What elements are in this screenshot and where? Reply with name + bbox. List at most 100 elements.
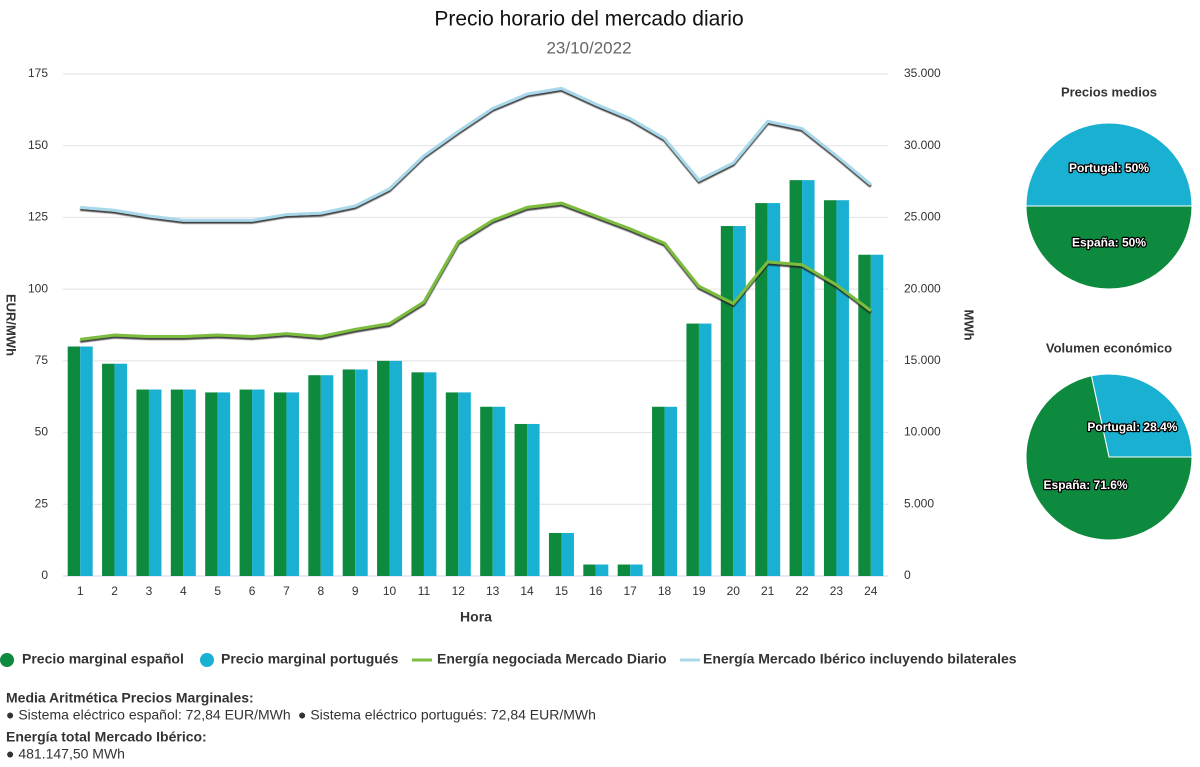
bar bbox=[286, 392, 299, 576]
bar bbox=[102, 363, 115, 576]
x-tick-label: 9 bbox=[352, 584, 359, 598]
x-tick-label: 10 bbox=[383, 584, 397, 598]
bar bbox=[823, 200, 837, 576]
pie-label: Portugal: 50% bbox=[1069, 161, 1149, 175]
line bbox=[80, 201, 872, 341]
y-tick-label: 75 bbox=[35, 353, 49, 367]
bar bbox=[720, 226, 734, 576]
bar bbox=[205, 392, 218, 576]
pie-title: Volumen económico bbox=[1046, 340, 1172, 355]
legend-marker bbox=[0, 653, 14, 667]
bar bbox=[767, 203, 781, 577]
bar bbox=[561, 532, 574, 576]
summary-heading: Media Aritmética Precios Marginales: bbox=[6, 690, 254, 706]
pie-label: Portugal: 28.4% bbox=[1087, 420, 1177, 434]
bar bbox=[355, 369, 368, 576]
y-axis-title: EUR/MWh bbox=[4, 294, 19, 356]
bar bbox=[320, 375, 334, 576]
y-tick-label: 50 bbox=[35, 425, 49, 439]
x-tick-label: 12 bbox=[452, 584, 466, 598]
y-tick-label: 125 bbox=[28, 210, 48, 224]
x-tick-label: 19 bbox=[692, 584, 706, 598]
x-tick-label: 13 bbox=[486, 584, 500, 598]
bar bbox=[80, 346, 93, 576]
bar bbox=[617, 564, 631, 576]
bar bbox=[217, 392, 231, 576]
bar bbox=[308, 375, 321, 576]
bar bbox=[664, 406, 678, 576]
x-tick-label: 17 bbox=[624, 584, 638, 598]
bar bbox=[755, 203, 768, 577]
chart-subtitle: 23/10/2022 bbox=[546, 38, 631, 57]
pie-label: España: 50% bbox=[1072, 236, 1146, 250]
bar bbox=[802, 180, 815, 576]
y2-tick-label: 25.000 bbox=[904, 210, 941, 224]
bar bbox=[136, 389, 149, 576]
summary-item: ● Sistema eléctrico español: 72,84 EUR/M… bbox=[6, 707, 291, 723]
y2-tick-label: 20.000 bbox=[904, 281, 941, 295]
chart-title: Precio horario del mercado diario bbox=[434, 8, 743, 31]
bar bbox=[492, 406, 506, 576]
x-tick-label: 4 bbox=[180, 584, 187, 598]
bar bbox=[480, 406, 493, 576]
pie-slice bbox=[1025, 375, 1193, 541]
pie-slice bbox=[1090, 373, 1193, 458]
bar bbox=[273, 392, 287, 576]
y2-tick-label: 0 bbox=[904, 568, 911, 582]
bar bbox=[239, 389, 253, 576]
pie-slice bbox=[1025, 122, 1193, 207]
bar bbox=[686, 323, 699, 576]
pie-label: España: 71.6% bbox=[1044, 478, 1128, 492]
legend-label: Energía negociada Mercado Diario bbox=[437, 651, 667, 667]
bar bbox=[377, 360, 390, 576]
x-tick-label: 14 bbox=[520, 584, 534, 598]
bar bbox=[630, 564, 643, 576]
bar bbox=[514, 423, 528, 576]
bar bbox=[67, 346, 81, 576]
x-tick-label: 8 bbox=[317, 584, 324, 598]
summary-heading: Energía total Mercado Ibérico: bbox=[6, 729, 207, 745]
bar bbox=[170, 389, 184, 576]
x-tick-label: 16 bbox=[589, 584, 603, 598]
y-tick-label: 25 bbox=[35, 496, 49, 510]
x-tick-label: 5 bbox=[214, 584, 221, 598]
y-tick-label: 0 bbox=[41, 568, 48, 582]
line bbox=[80, 86, 872, 222]
x-tick-label: 3 bbox=[146, 584, 153, 598]
bar bbox=[595, 564, 609, 576]
bar bbox=[114, 363, 128, 576]
y2-tick-label: 10.000 bbox=[904, 425, 941, 439]
legend-label: Energía Mercado Ibérico incluyendo bilat… bbox=[703, 651, 1017, 667]
bar bbox=[458, 392, 471, 576]
y-tick-label: 100 bbox=[28, 281, 48, 295]
x-tick-label: 21 bbox=[761, 584, 775, 598]
x-tick-label: 20 bbox=[727, 584, 741, 598]
x-tick-label: 11 bbox=[418, 584, 431, 598]
x-tick-label: 22 bbox=[795, 584, 809, 598]
summary-item: ● 481.147,50 MWh bbox=[6, 746, 125, 762]
bar bbox=[698, 323, 712, 576]
x-tick-label: 15 bbox=[555, 584, 569, 598]
bar bbox=[389, 360, 403, 576]
x-tick-label: 23 bbox=[830, 584, 844, 598]
bar bbox=[148, 389, 162, 576]
legend-marker bbox=[200, 653, 214, 667]
bar bbox=[789, 180, 803, 576]
y2-tick-label: 5.000 bbox=[904, 496, 934, 510]
bar bbox=[870, 254, 884, 576]
legend-label: Precio marginal español bbox=[22, 651, 184, 667]
y2-tick-label: 35.000 bbox=[904, 66, 941, 80]
pie-slice bbox=[1025, 205, 1193, 290]
bar bbox=[423, 372, 437, 576]
bar bbox=[252, 389, 265, 576]
legend-label: Precio marginal portugués bbox=[221, 651, 399, 667]
y2-tick-label: 30.000 bbox=[904, 138, 941, 152]
x-tick-label: 24 bbox=[864, 584, 878, 598]
bar bbox=[527, 423, 540, 576]
bar bbox=[652, 406, 665, 576]
bar bbox=[583, 564, 596, 576]
bar bbox=[342, 369, 356, 576]
y2-tick-label: 15.000 bbox=[904, 353, 941, 367]
x-tick-label: 7 bbox=[283, 584, 290, 598]
